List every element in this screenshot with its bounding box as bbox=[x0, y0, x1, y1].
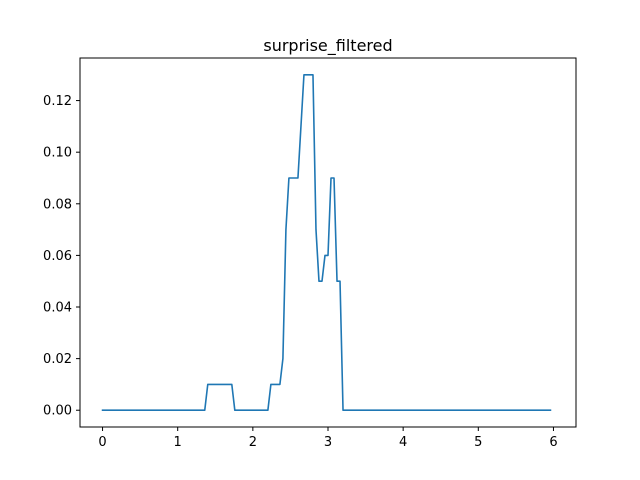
series-line bbox=[101, 73, 552, 412]
x-tick-label: 6 bbox=[549, 435, 557, 450]
plot-series bbox=[101, 73, 552, 412]
y-tick-label: 0.12 bbox=[43, 94, 72, 109]
axes-frame bbox=[79, 57, 577, 428]
x-tick-label: 2 bbox=[249, 435, 257, 450]
y-tick-label: 0.06 bbox=[43, 249, 72, 264]
x-tick-label: 5 bbox=[474, 435, 482, 450]
x-tick-label: 3 bbox=[324, 435, 332, 450]
axis-ticks: 0 1 2 3 4 5 6 0.00 0.02 0.04 0.06 0.08 0.10 0.12 bbox=[43, 94, 558, 450]
y-tick-label: 0.08 bbox=[43, 197, 72, 212]
x-tick-label: 1 bbox=[174, 435, 182, 450]
chart-title: surprise_filtered bbox=[263, 36, 392, 56]
y-tick-label: 0.04 bbox=[43, 301, 72, 316]
y-tick-label: 0.10 bbox=[43, 146, 72, 161]
x-tick-label: 0 bbox=[98, 435, 106, 450]
x-tick-label: 4 bbox=[399, 435, 407, 450]
y-tick-label: 0.00 bbox=[43, 404, 72, 419]
y-tick-label: 0.02 bbox=[43, 352, 72, 367]
